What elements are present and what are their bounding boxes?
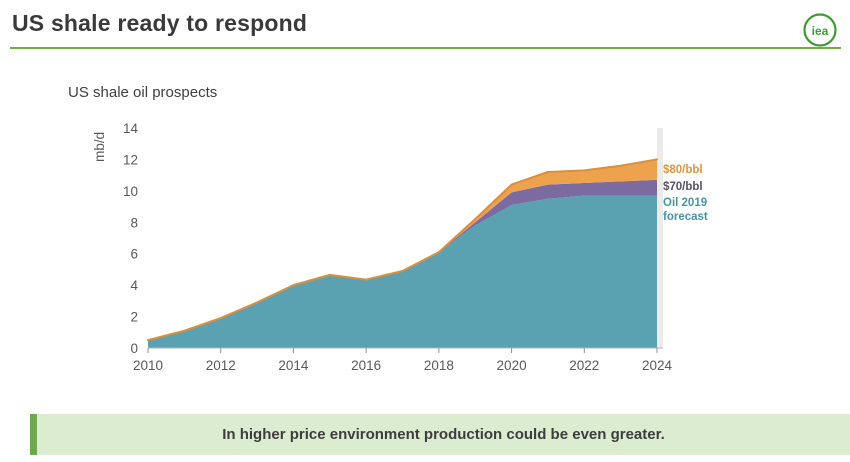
legend-70bbl-label: $70/bbl: [663, 181, 703, 193]
legend-forecast-label: Oil 2019 forecast: [663, 197, 708, 223]
logo-circle: [803, 13, 837, 47]
legend-80bbl-label: $80/bbl: [663, 164, 703, 176]
y-tick-label: 14: [123, 121, 139, 136]
chart-title: US shale oil prospects: [68, 84, 218, 101]
x-tick-label: 2022: [569, 358, 599, 373]
y-tick-label: 8: [130, 215, 138, 230]
callout-text: In higher price environment production c…: [222, 426, 665, 443]
page-title: US shale ready to respond: [12, 10, 308, 36]
callout-banner: In higher price environment production c…: [30, 414, 850, 455]
x-tick-label: 2016: [351, 358, 381, 373]
x-tick-label: 2010: [133, 358, 163, 373]
y-tick-label: 6: [130, 247, 138, 262]
stack-top-edge: [147, 158, 658, 342]
x-tick-label: 2024: [642, 358, 673, 373]
chart-shadow-band: [657, 128, 663, 348]
title-underline: [10, 47, 841, 49]
y-tick-label: 12: [123, 152, 138, 167]
y-tick-label: 10: [123, 184, 138, 199]
chart-area: 2010 2012 2014 2016 2018 2020 2022 2024 0 2 4 6 8 10 1…: [60, 105, 680, 380]
shale-chart: 2010 2012 2014 2016 2018 2020 2022 2024 0 2 4 6 8 10 1…: [92, 121, 673, 373]
x-tick-label: 2020: [497, 358, 527, 373]
x-tick-label: 2012: [206, 358, 236, 373]
area--80-bbl: [148, 159, 657, 341]
y-tick-label: 4: [130, 278, 138, 293]
x-tick-label: 2014: [278, 358, 309, 373]
x-tick-label: 2018: [424, 358, 454, 373]
y-tick-label: 0: [130, 341, 138, 356]
logo-text: iea: [812, 24, 829, 38]
y-tick-label: 2: [130, 310, 138, 325]
iea-logo: iea: [803, 13, 837, 47]
y-axis-label: mb/d: [92, 132, 107, 162]
